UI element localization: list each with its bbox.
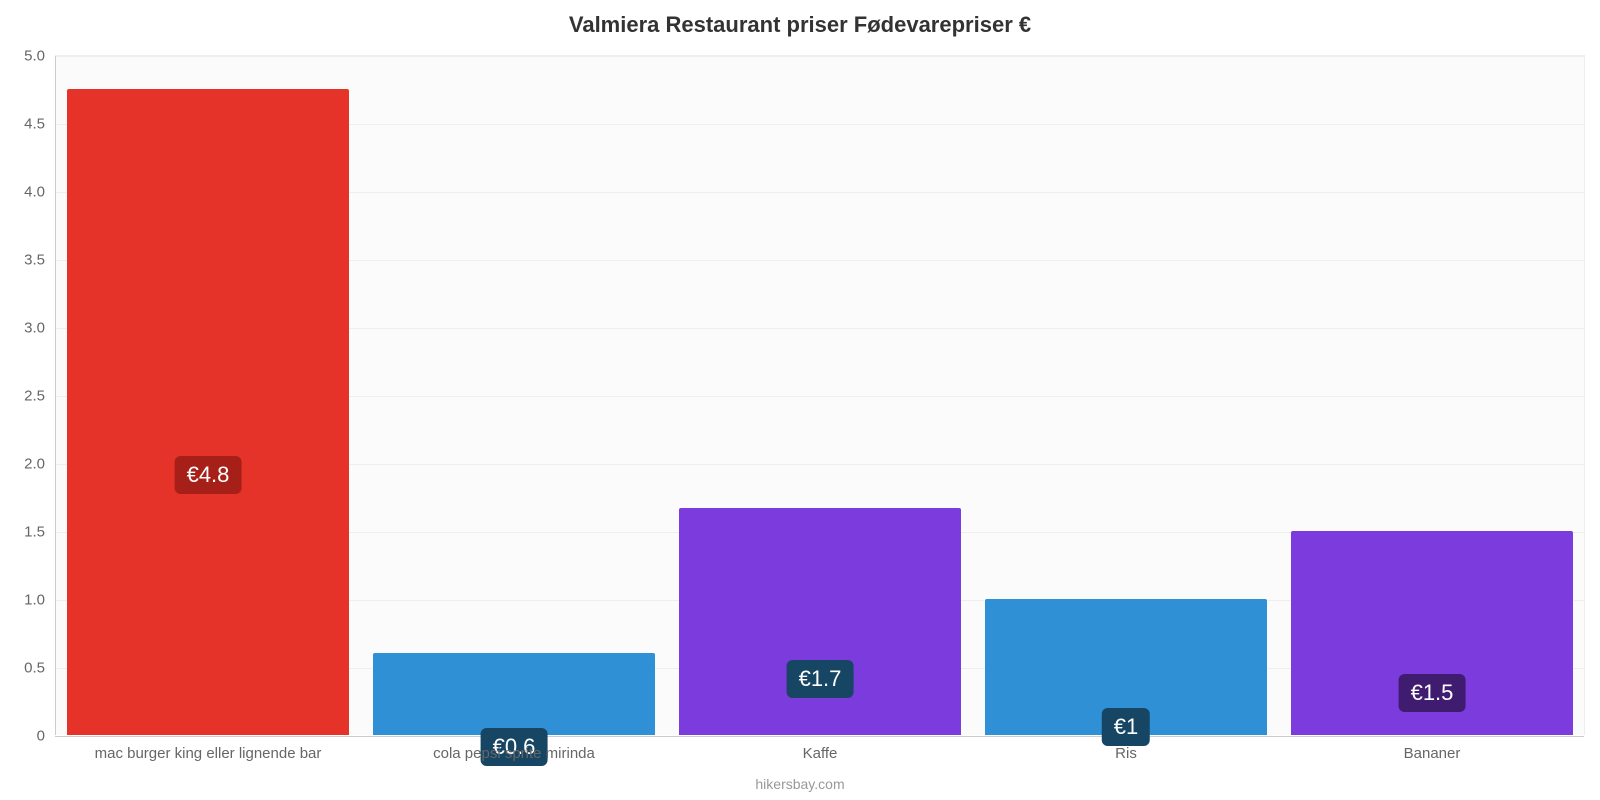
value-badge: €1.5 bbox=[1399, 674, 1466, 712]
y-tick-label: 0.5 bbox=[24, 660, 55, 677]
bar bbox=[373, 653, 655, 735]
y-tick-label: 1.5 bbox=[24, 524, 55, 541]
y-tick-label: 3.5 bbox=[24, 252, 55, 269]
bar bbox=[679, 508, 961, 735]
plot-area: 00.51.01.52.02.53.03.54.04.55.0€4.8mac b… bbox=[55, 55, 1585, 735]
bar-slot: €1.5Bananer bbox=[1279, 55, 1585, 735]
attribution: hikersbay.com bbox=[755, 776, 844, 792]
x-tick-label: Bananer bbox=[1404, 735, 1461, 762]
y-tick-label: 5.0 bbox=[24, 48, 55, 65]
bar-slot: €4.8mac burger king eller lignende bar bbox=[55, 55, 361, 735]
x-tick-label: mac burger king eller lignende bar bbox=[95, 735, 322, 762]
y-tick-label: 2.5 bbox=[24, 388, 55, 405]
y-tick-label: 4.5 bbox=[24, 116, 55, 133]
y-tick-label: 2.0 bbox=[24, 456, 55, 473]
price-chart: Valmiera Restaurant priser Fødevareprise… bbox=[0, 0, 1600, 800]
bar-slot: €1Ris bbox=[973, 55, 1279, 735]
y-tick-label: 0 bbox=[37, 728, 55, 745]
y-tick-label: 3.0 bbox=[24, 320, 55, 337]
x-tick-label: Kaffe bbox=[803, 735, 838, 762]
value-badge: €4.8 bbox=[175, 456, 242, 494]
bar-slot: €0.6cola pepsi sprite mirinda bbox=[361, 55, 667, 735]
bar-slot: €1.7Kaffe bbox=[667, 55, 973, 735]
bar bbox=[67, 89, 349, 735]
y-tick-label: 1.0 bbox=[24, 592, 55, 609]
chart-title: Valmiera Restaurant priser Fødevareprise… bbox=[0, 0, 1600, 38]
x-tick-label: cola pepsi sprite mirinda bbox=[433, 735, 595, 762]
value-badge: €1.7 bbox=[787, 660, 854, 698]
y-tick-label: 4.0 bbox=[24, 184, 55, 201]
x-tick-label: Ris bbox=[1115, 735, 1137, 762]
